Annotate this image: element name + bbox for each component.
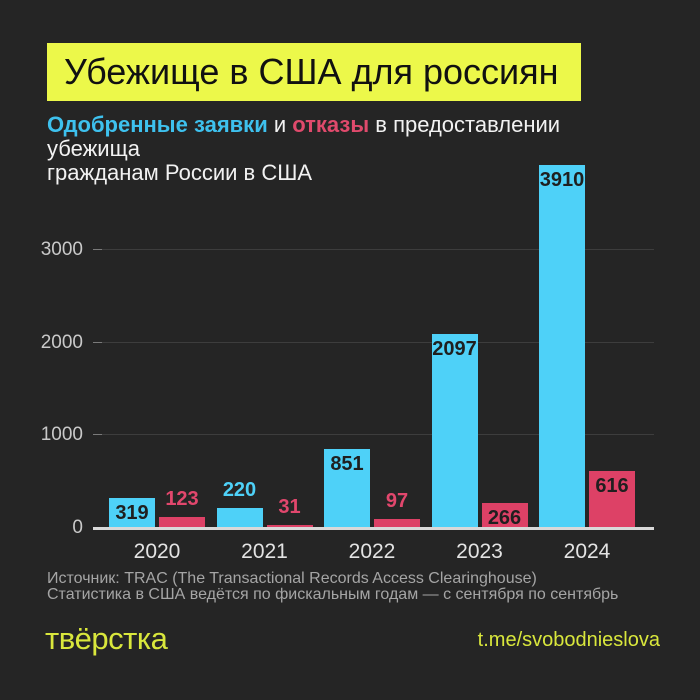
bar-value-label: 616 [595,474,629,497]
bar-approved [539,165,585,528]
y-tick-label: 2000 [40,331,83,353]
title-box: Убежище в США для россиян [47,43,581,101]
axis-tick [93,341,102,343]
gridline [93,434,654,436]
bar-value-label: 2097 [432,337,477,360]
bar-denied [374,519,420,528]
gridline [93,248,654,250]
subtitle-denied-highlight: отказы [292,112,370,137]
bar-approved [431,333,478,528]
subtitle: Одобренные заявки и отказы в предоставле… [47,113,627,185]
verstka-logo: твёрстка [45,621,168,656]
bar-value-label: 123 [165,487,199,510]
page-title: Убежище в США для россиян [64,51,559,92]
bar-value-label: 266 [487,507,522,530]
x-tick-label: 2022 [348,540,396,563]
y-tick-label: 3000 [40,238,83,260]
subtitle-connector: и [267,112,293,137]
bar-value-label: 851 [330,453,364,476]
source-line-1: Источник: TRAC (The Transactional Record… [47,570,537,587]
bar-value-label: 97 [385,490,409,513]
telegram-link[interactable]: t.me/svobodnieslova [477,629,660,651]
x-axis-baseline [93,527,654,530]
subtitle-approved-highlight: Одобренные заявки [47,112,268,137]
subtitle-line2: гражданам России в США [47,160,313,185]
bar-approved [324,449,370,528]
bar-denied [481,503,528,528]
x-tick-label: 2024 [563,540,611,563]
x-tick-label: 2020 [133,540,181,563]
source-note: Источник: TRAC (The Transactional Record… [47,571,618,603]
y-tick-label: 1000 [40,424,83,446]
gridline [93,341,654,343]
subtitle-line1-rest: в предоставлении убежища [47,112,561,161]
bar-denied [266,525,313,528]
bar-value-label: 220 [222,478,257,501]
x-tick-label: 2023 [456,540,503,563]
x-tick-label: 2021 [241,540,288,563]
bar-value-label: 319 [115,502,149,525]
axis-tick [93,248,102,250]
axis-tick [93,434,102,436]
bar-approved [109,498,155,528]
source-line-2: Статистика в США ведётся по фискальным г… [47,586,619,603]
bar-value-label: 31 [278,496,301,519]
plot-area: 0 1000 2000 3000 319 123 2020 220 31 2021 851 97 202… [41,155,654,563]
bar-value-label: 3910 [539,169,585,192]
y-tick-label: 0 [72,517,83,538]
bar-denied [589,470,635,528]
bar-denied [159,516,205,528]
bar-approved [216,507,263,528]
